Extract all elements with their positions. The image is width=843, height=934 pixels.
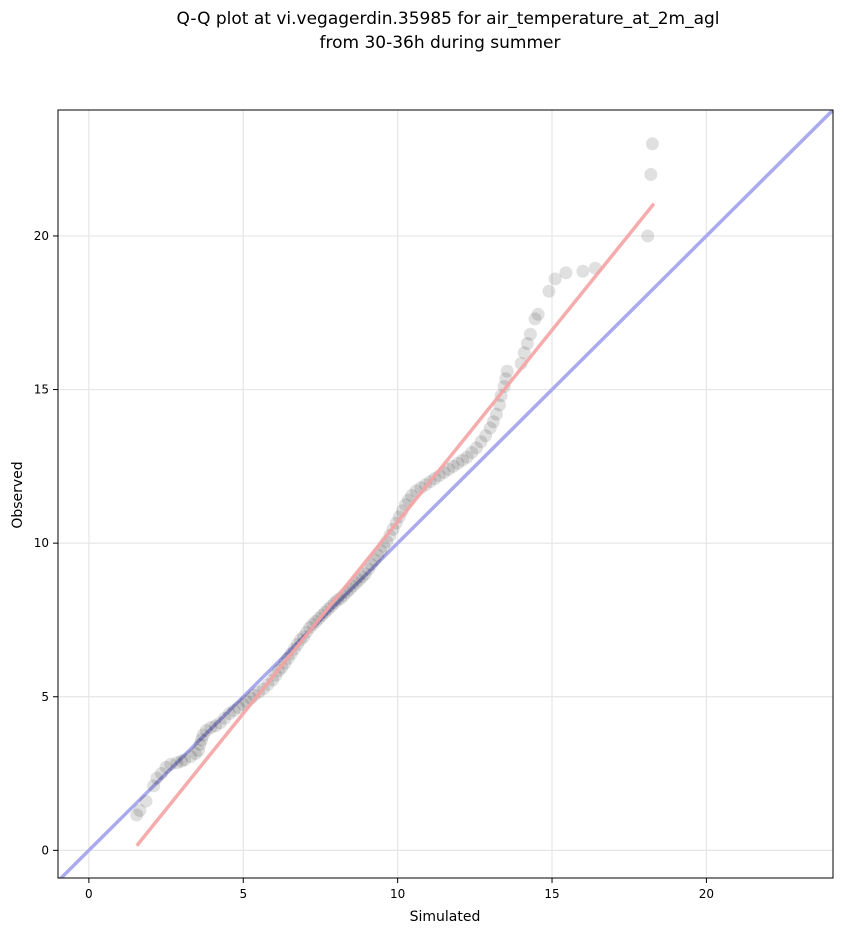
data-point	[193, 737, 207, 751]
y-tick-label: 5	[41, 690, 49, 704]
data-point	[358, 567, 372, 581]
x-tick-label: 15	[544, 887, 559, 901]
data-point	[523, 327, 537, 341]
data-point	[469, 441, 483, 455]
data-point	[164, 757, 178, 771]
data-point	[150, 771, 164, 785]
data-point	[489, 407, 503, 421]
data-point	[355, 570, 369, 584]
data-point	[184, 750, 198, 764]
x-tick-label: 20	[699, 887, 714, 901]
data-point	[232, 701, 246, 715]
data-point	[645, 137, 659, 151]
y-tick-label: 10	[34, 536, 49, 550]
data-point	[383, 528, 397, 542]
data-point	[576, 264, 590, 278]
data-point	[227, 704, 241, 718]
data-point	[451, 456, 465, 470]
data-point	[474, 435, 488, 449]
data-point	[542, 284, 556, 298]
y-tick-label: 0	[41, 843, 49, 857]
plot-frame	[57, 109, 834, 879]
data-point	[559, 266, 573, 280]
data-point	[479, 429, 493, 443]
data-point	[154, 767, 168, 781]
data-points	[130, 137, 659, 822]
data-point	[208, 719, 222, 733]
x-tick-label: 10	[390, 887, 405, 901]
data-point	[130, 808, 144, 822]
data-point	[196, 728, 210, 742]
data-point	[352, 573, 366, 587]
data-point	[361, 562, 375, 576]
data-point	[175, 754, 189, 768]
chart-title: Q-Q plot at vi.vegagerdin.35985 for air_…	[176, 9, 719, 29]
data-point	[147, 779, 161, 793]
data-point	[500, 364, 514, 378]
data-point	[520, 336, 534, 350]
data-point	[222, 707, 236, 721]
y-tick-label: 15	[34, 383, 49, 397]
data-point	[133, 803, 147, 817]
data-point	[446, 459, 460, 473]
data-point	[531, 307, 545, 321]
data-point	[195, 733, 209, 747]
data-point	[465, 446, 479, 460]
data-point	[139, 794, 153, 808]
grid	[58, 110, 833, 878]
data-point	[460, 450, 474, 464]
data-point	[159, 760, 173, 774]
data-point	[213, 716, 227, 730]
data-point	[218, 711, 232, 725]
data-point	[483, 421, 497, 435]
identity-line-group	[58, 110, 833, 878]
fit-line	[135, 202, 656, 847]
data-point	[191, 744, 205, 758]
data-point	[517, 346, 531, 360]
data-point	[188, 747, 202, 761]
data-point	[364, 558, 378, 572]
data-point	[204, 720, 218, 734]
data-point	[178, 753, 192, 767]
fit-line-group	[135, 202, 656, 847]
axis-ticks: 0 5 10 15 20 0 5 10 15 20	[34, 229, 714, 901]
data-point	[528, 312, 542, 326]
y-axis-label: Observed	[10, 461, 26, 528]
data-point	[442, 462, 456, 476]
identity-line	[58, 110, 833, 878]
data-point	[548, 272, 562, 286]
chart-subtitle: from 30-36h during summer	[320, 33, 561, 53]
data-point	[455, 453, 469, 467]
x-tick-label: 5	[239, 887, 247, 901]
data-point	[644, 168, 658, 182]
x-tick-label: 0	[85, 887, 93, 901]
data-point	[170, 756, 184, 770]
data-point	[641, 229, 655, 243]
data-point	[199, 724, 213, 738]
x-axis-label: Simulated	[410, 909, 481, 925]
y-tick-label: 20	[34, 229, 49, 243]
data-point	[486, 415, 500, 429]
